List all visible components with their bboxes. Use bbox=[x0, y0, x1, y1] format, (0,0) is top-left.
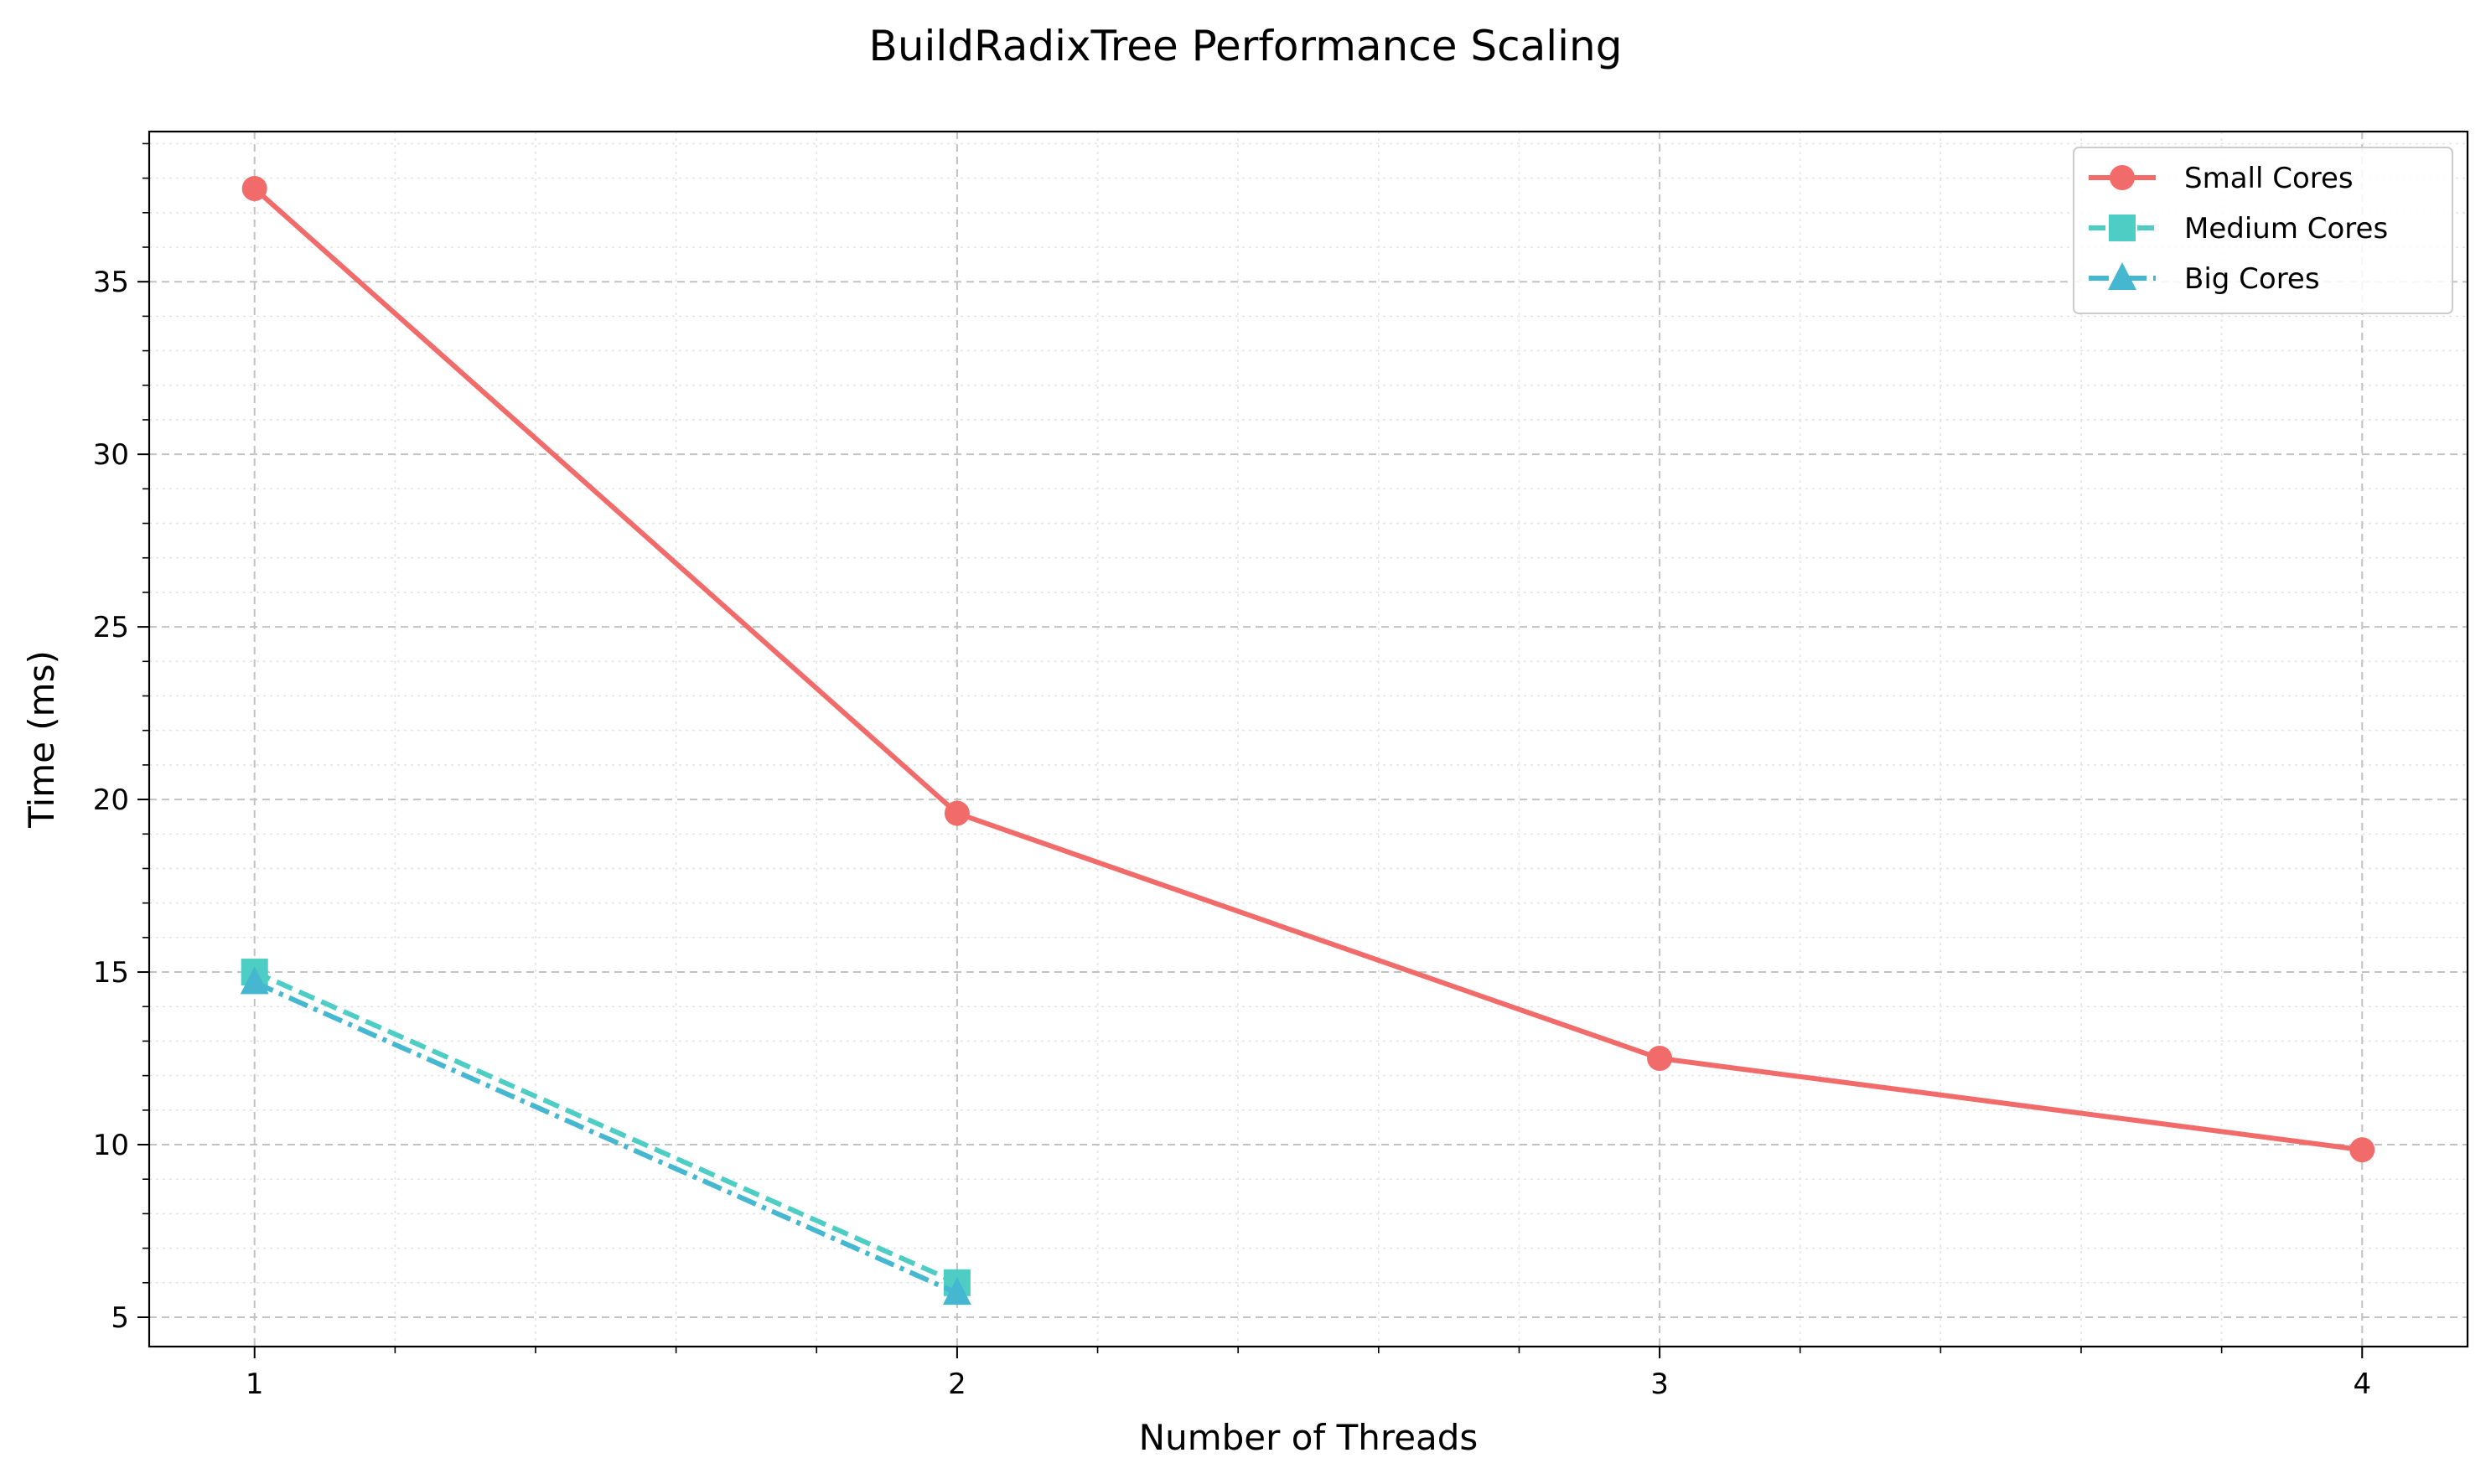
legend-item: Small Cores bbox=[2089, 162, 2354, 195]
legend: Small Cores Medium Cores Big Cores bbox=[2073, 147, 2453, 314]
series-1 bbox=[241, 959, 971, 1296]
data-point bbox=[944, 800, 970, 826]
series-0 bbox=[241, 175, 2375, 1163]
axis-ticks: 5 10 15 20 25 30 35 1 2 3 4 bbox=[93, 142, 2371, 1401]
y-axis-label: Time (ms) bbox=[21, 650, 62, 829]
x-tick-label: 1 bbox=[246, 1368, 264, 1401]
x-tick-label: 3 bbox=[1650, 1368, 1669, 1401]
legend-item: Big Cores bbox=[2089, 262, 2320, 296]
data-point bbox=[240, 966, 269, 995]
data-point bbox=[2349, 1137, 2375, 1163]
series-line bbox=[253, 980, 959, 1295]
series-line bbox=[252, 186, 2363, 1153]
legend-item: Medium Cores bbox=[2089, 212, 2388, 246]
x-axis-label: Number of Threads bbox=[1139, 1417, 1479, 1458]
y-tick-label: 10 bbox=[93, 1129, 129, 1162]
y-tick-label: 30 bbox=[93, 438, 129, 472]
plot-series bbox=[240, 175, 2375, 1306]
x-tick-label: 4 bbox=[2353, 1368, 2371, 1401]
grid bbox=[149, 132, 2468, 1347]
legend-marker bbox=[2109, 215, 2136, 241]
y-tick-label: 35 bbox=[93, 266, 129, 299]
legend-marker bbox=[2110, 165, 2135, 190]
legend-label: Medium Cores bbox=[2184, 212, 2388, 246]
chart-title: BuildRadixTree Performance Scaling bbox=[869, 22, 1623, 70]
legend-label: Small Cores bbox=[2184, 162, 2354, 195]
x-tick-label: 2 bbox=[948, 1368, 966, 1401]
legend-label: Big Cores bbox=[2184, 262, 2320, 296]
data-point bbox=[241, 175, 267, 201]
y-tick-label: 5 bbox=[111, 1301, 129, 1335]
y-tick-label: 25 bbox=[93, 611, 129, 644]
y-tick-label: 15 bbox=[93, 956, 129, 990]
legend-box bbox=[2073, 147, 2453, 314]
series-line bbox=[253, 970, 959, 1285]
data-point bbox=[942, 1277, 971, 1306]
series-2 bbox=[240, 966, 971, 1306]
legend-marker bbox=[2108, 262, 2136, 290]
y-tick-label: 20 bbox=[93, 783, 129, 817]
plot-frame bbox=[148, 130, 2469, 1348]
data-point bbox=[1647, 1046, 1673, 1072]
